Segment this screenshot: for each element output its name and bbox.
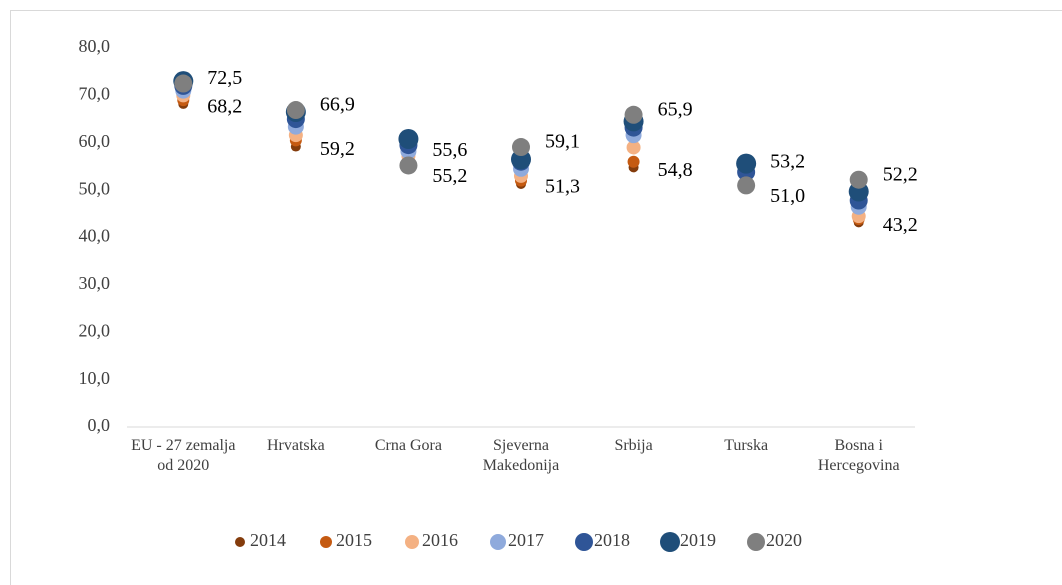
legend-label: 2019 <box>680 530 716 550</box>
legend-marker <box>747 533 765 551</box>
x-tick-label: Srbija <box>614 437 653 454</box>
x-tick-label: Bosna i Hercegovina <box>817 437 900 474</box>
legend-label: 2018 <box>594 530 630 550</box>
legend-label: 2014 <box>250 530 286 550</box>
legend-marker <box>235 537 245 547</box>
y-tick-label: 80,0 <box>79 36 111 56</box>
dot <box>737 176 756 195</box>
data-label: 59,2 <box>320 138 355 160</box>
legend-label: 2016 <box>422 530 458 550</box>
data-label: 43,2 <box>883 214 918 236</box>
data-label: 66,9 <box>320 94 355 116</box>
x-tick-label: EU - 27 zemalja od 2020 <box>131 437 236 474</box>
dot <box>398 128 419 149</box>
data-label: 51,0 <box>770 185 805 207</box>
x-tick-label: Hrvatska <box>266 437 325 454</box>
data-label: 51,3 <box>545 176 580 198</box>
y-tick-label: 40,0 <box>79 226 111 246</box>
data-label: 59,1 <box>545 131 580 153</box>
dot <box>624 105 643 124</box>
chart-frame <box>10 10 1062 585</box>
dot <box>174 74 193 93</box>
dot <box>626 140 641 155</box>
data-label: 54,8 <box>658 159 693 181</box>
data-label: 52,2 <box>883 163 918 185</box>
y-tick-label: 70,0 <box>79 84 111 104</box>
y-tick-label: 50,0 <box>79 178 111 198</box>
legend-label: 2017 <box>508 530 544 550</box>
x-tick-label: Turska <box>724 437 769 454</box>
dot <box>627 155 640 168</box>
data-label: 53,2 <box>770 151 805 173</box>
data-label: 55,2 <box>432 165 467 187</box>
legend-label: 2015 <box>336 530 372 550</box>
legend-marker <box>320 536 332 548</box>
x-tick-label: Crna Gora <box>374 437 442 454</box>
dot <box>286 101 305 120</box>
dot <box>736 153 757 174</box>
legend-marker <box>405 535 419 549</box>
dot <box>399 156 418 175</box>
y-tick-label: 0,0 <box>88 415 111 435</box>
y-tick-label: 10,0 <box>79 368 111 388</box>
y-tick-label: 30,0 <box>79 273 111 293</box>
data-label: 68,2 <box>207 95 242 117</box>
x-tick-label: Sjeverna Makedonija <box>482 437 560 474</box>
y-tick-label: 20,0 <box>79 320 111 340</box>
legend-marker <box>490 534 506 550</box>
data-label: 65,9 <box>658 98 693 120</box>
legend-label: 2020 <box>766 530 802 550</box>
data-label: 55,6 <box>432 139 467 161</box>
y-tick-label: 60,0 <box>79 131 111 151</box>
dot <box>512 138 530 157</box>
data-label: 72,5 <box>207 67 242 89</box>
legend-marker <box>660 532 680 552</box>
dot <box>849 170 868 189</box>
legend-marker <box>575 533 593 551</box>
